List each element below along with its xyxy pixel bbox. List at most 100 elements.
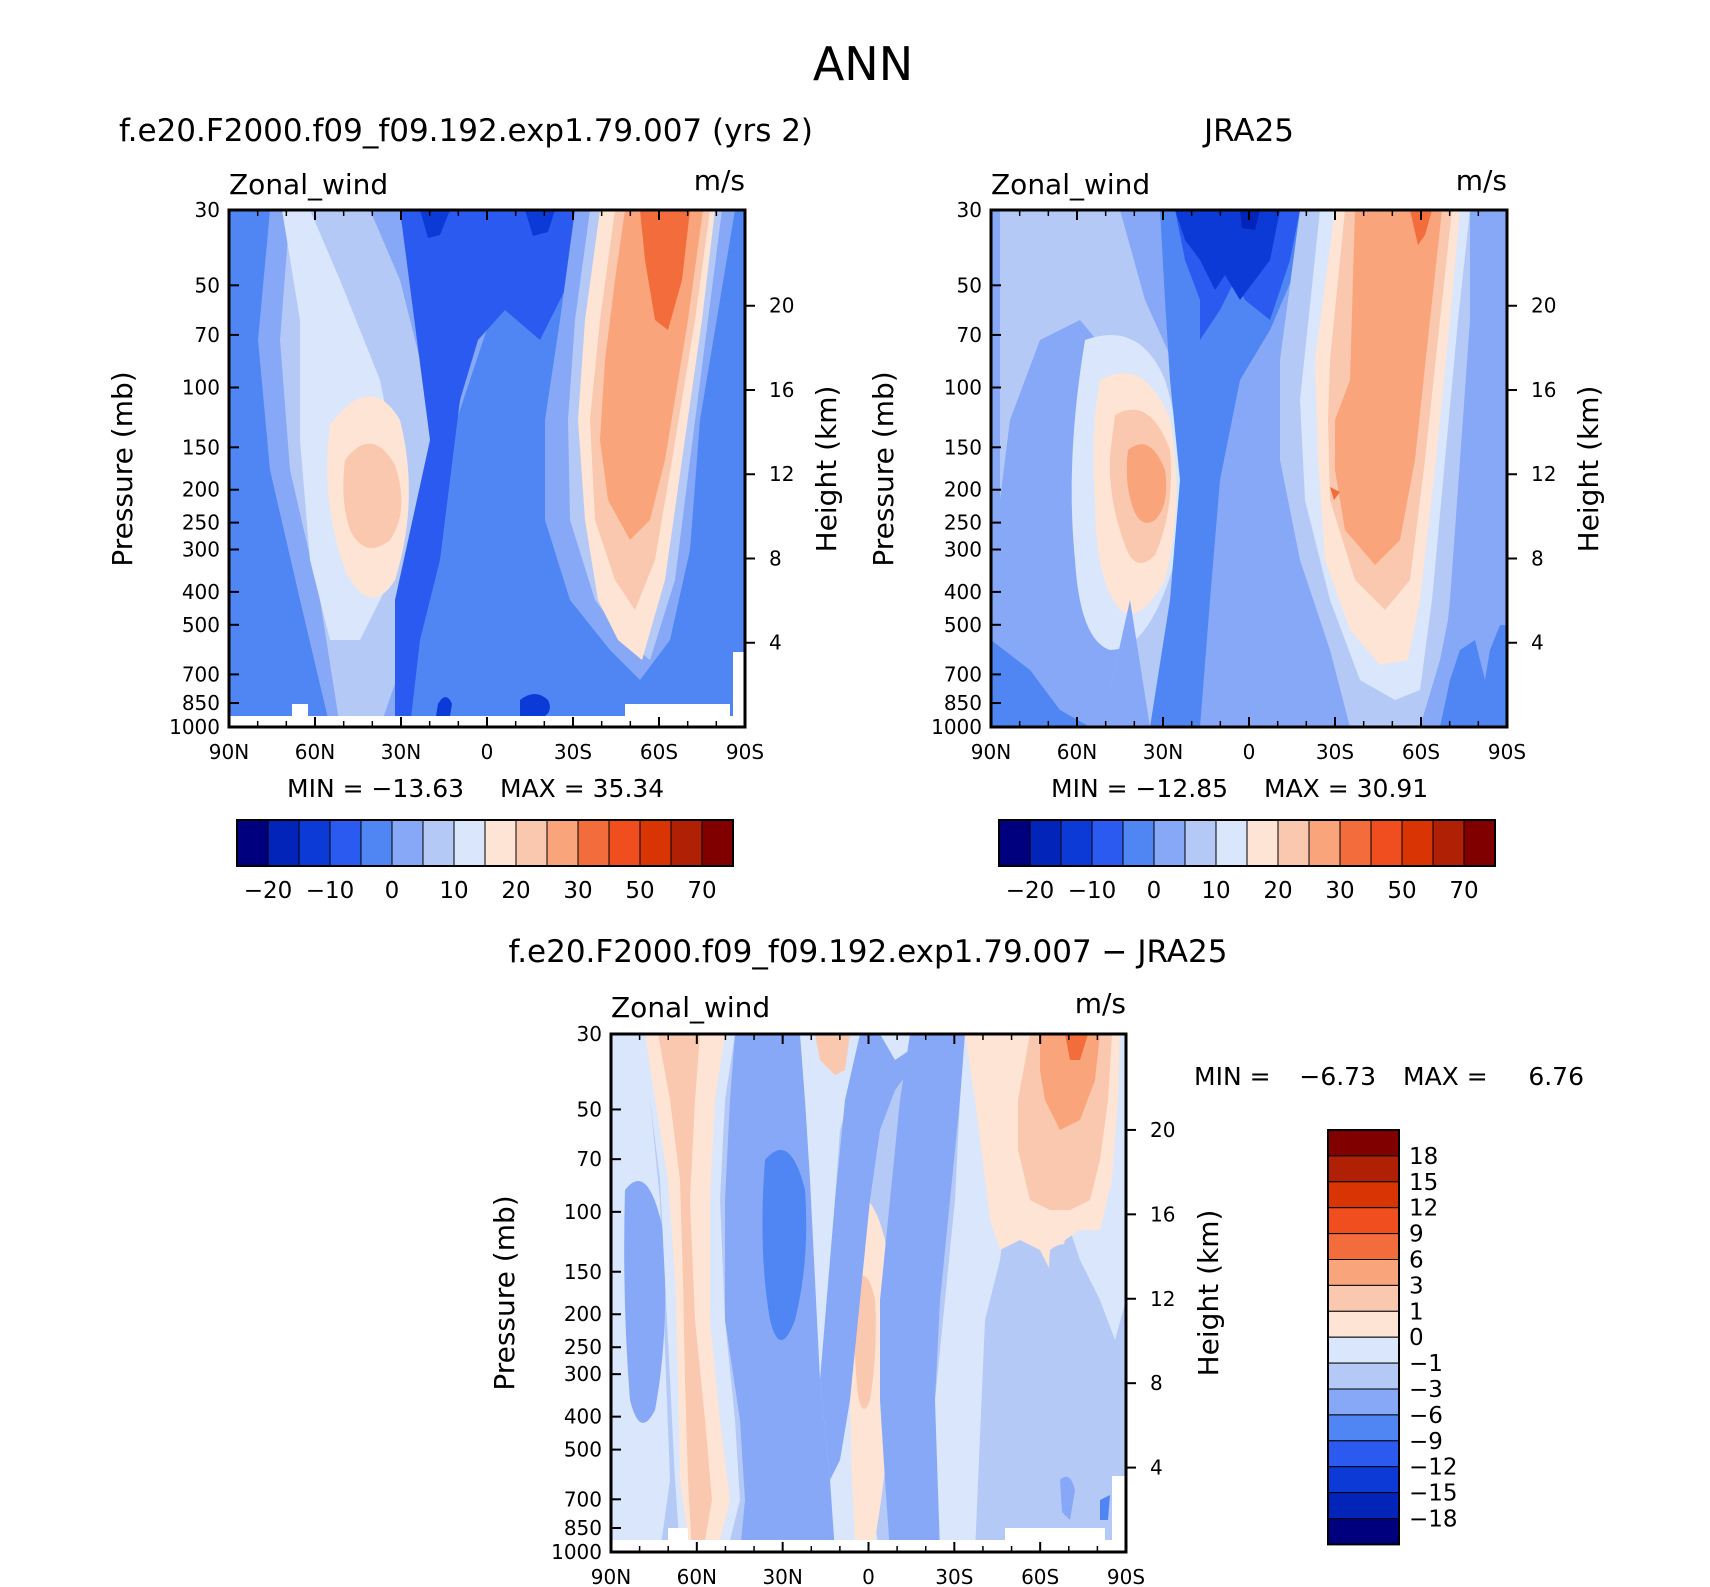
x-tick-label: 60N — [295, 740, 335, 764]
y-tick-label: 150 — [944, 435, 982, 459]
contour-band — [880, 1034, 915, 1060]
colorbar-swatch — [1327, 1207, 1400, 1235]
y-tick-label: 300 — [944, 537, 982, 561]
x-axis-ticks: 90N 60N 30N 0 30S 60S 90S — [971, 210, 1526, 764]
colorbar-label: 15 — [1409, 1170, 1438, 1196]
contour-band — [1065, 1034, 1088, 1060]
y-tick-label: 850 — [564, 1516, 602, 1540]
right-axis-label: Height (km) — [1572, 386, 1605, 553]
y-tick-label: 70 — [577, 1147, 602, 1171]
x-tick-label: 30N — [762, 1565, 802, 1587]
height-tick-label: 8 — [1531, 546, 1544, 570]
colorbar-label: 0 — [1147, 878, 1162, 904]
y-tick-label: 1000 — [551, 1540, 602, 1564]
missing-data — [668, 1528, 688, 1540]
y-tick-label: 150 — [182, 435, 220, 459]
contour-band — [1330, 487, 1340, 500]
colorbar-swatch — [701, 819, 734, 867]
units-label: m/s — [694, 164, 745, 197]
height-axis-ticks: 4 8 12 16 20 — [1126, 1118, 1175, 1480]
height-tick-label: 20 — [1150, 1118, 1175, 1142]
colorbar-swatch — [1327, 1440, 1400, 1468]
height-tick-label: 12 — [1150, 1287, 1175, 1311]
colorbar-swatch — [1432, 819, 1465, 867]
colorbar-label: −20 — [244, 878, 293, 904]
max-stat: MAX = 30.91 — [1264, 774, 1428, 803]
height-axis-ticks: 4 8 12 16 20 — [1507, 294, 1556, 655]
colorbar-swatch — [1327, 1518, 1400, 1545]
contour-band — [1420, 210, 1507, 727]
contour-band — [690, 210, 745, 727]
colorbar-label: −10 — [306, 878, 355, 904]
contour-band — [880, 1034, 965, 1552]
contour-field — [229, 210, 745, 727]
colorbar-swatch — [1327, 1310, 1400, 1338]
colorbar-label: 50 — [1387, 878, 1416, 904]
colorbar-label: −3 — [1409, 1377, 1443, 1403]
y-tick-label: 500 — [944, 613, 982, 637]
y-tick-label: 200 — [564, 1302, 602, 1326]
x-tick-label: 90N — [209, 740, 249, 764]
contour-band — [1175, 210, 1280, 300]
colorbar-label: 10 — [1201, 878, 1230, 904]
panel-title: f.e20.F2000.f09_f09.192.exp1.79.007 − JR… — [509, 934, 1228, 970]
contour-band — [991, 640, 1090, 727]
contour-band — [1040, 1034, 1100, 1130]
variable-label: Zonal_wind — [991, 168, 1150, 201]
colorbar-swatch — [1246, 819, 1279, 867]
colorbar-label: −20 — [1006, 878, 1055, 904]
colorbar-label: −9 — [1409, 1429, 1443, 1455]
y-tick-label: 400 — [564, 1405, 602, 1429]
y-tick-label: 100 — [944, 376, 982, 400]
contour-band — [815, 1034, 850, 1075]
contour-band — [420, 210, 450, 238]
colorbar-label: 70 — [687, 878, 716, 904]
y-tick-label: 300 — [564, 1362, 602, 1386]
colorbar-swatch — [484, 819, 517, 867]
colorbar-swatch — [1327, 1233, 1400, 1260]
x-axis-ticks: 90N 60N 30N 0 30S 60S 90S — [209, 210, 764, 764]
contour-band — [1100, 1495, 1110, 1520]
missing-data — [1112, 1476, 1126, 1540]
y-tick-label: 250 — [944, 511, 982, 535]
colorbar-swatch — [422, 819, 455, 867]
y-tick-label: 700 — [182, 662, 220, 686]
colorbar-swatch — [1327, 1181, 1400, 1209]
height-tick-label: 4 — [1150, 1456, 1163, 1480]
panel-difference: f.e20.F2000.f09_f09.192.exp1.79.007 − JR… — [488, 934, 1584, 1587]
colorbar-label: −6 — [1409, 1403, 1443, 1429]
colorbar-label: −12 — [1409, 1455, 1458, 1481]
y-tick-label: 1000 — [169, 715, 220, 739]
variable-label: Zonal_wind — [229, 168, 388, 201]
colorbar-swatch — [608, 819, 641, 867]
colorbar-label: 6 — [1409, 1248, 1424, 1274]
colorbar-swatch — [391, 819, 424, 867]
units-label: m/s — [1075, 987, 1126, 1020]
height-tick-label: 16 — [1150, 1202, 1175, 1226]
colorbar-swatch — [329, 819, 362, 867]
panel-title: JRA25 — [1202, 113, 1294, 149]
colorbar-swatch — [546, 819, 579, 867]
colorbar-label: −15 — [1409, 1481, 1458, 1507]
colorbar-swatch — [515, 819, 548, 867]
x-axis-ticks: 90N 60N 30N 0 30S 60S 90S — [591, 1034, 1145, 1587]
min-stat: MIN = −12.85 — [1051, 774, 1228, 803]
contour-band — [1335, 210, 1442, 565]
y-tick-label: 700 — [944, 662, 982, 686]
y-tick-label: 400 — [944, 580, 982, 604]
colorbar-swatch — [1327, 1362, 1400, 1390]
colorbar-swatch — [1091, 819, 1124, 867]
contour-band — [762, 1150, 807, 1340]
y-tick-label: 70 — [195, 323, 220, 347]
panel-title: f.e20.F2000.f09_f09.192.exp1.79.007 (yrs… — [119, 113, 813, 149]
x-tick-label: 0 — [481, 740, 494, 764]
x-tick-label: 30S — [935, 1565, 973, 1587]
contour-band — [1126, 444, 1167, 523]
y-tick-label: 1000 — [931, 715, 982, 739]
colorbar-label: 50 — [625, 878, 654, 904]
x-tick-label: 60S — [640, 740, 678, 764]
contour-band — [658, 1034, 712, 1552]
colorbar-swatch — [267, 819, 300, 867]
